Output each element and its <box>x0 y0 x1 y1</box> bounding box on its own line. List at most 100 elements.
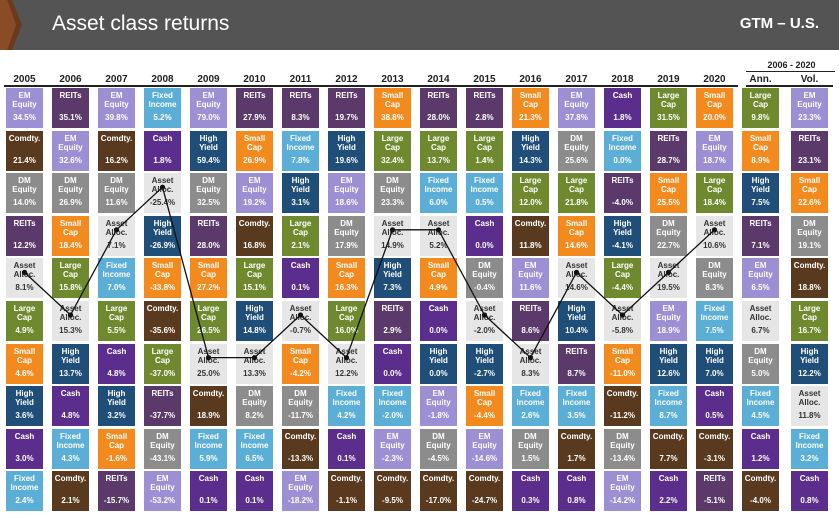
cell-return: -2.0% <box>474 326 495 335</box>
cell-return: 23.1% <box>798 155 821 165</box>
cell-return: 3.6% <box>15 411 34 421</box>
cell-return: 19.7% <box>335 113 358 122</box>
cell-asset-name: Large Cap <box>335 304 358 322</box>
cell-return: 18.8% <box>798 283 821 293</box>
cell-asset-name: Fixed Income <box>148 91 177 109</box>
cell-comdty: Comdty. 18.9% <box>190 386 227 427</box>
cell-asset-name: DM Equity <box>334 218 359 237</box>
cell-return: 5.2% <box>429 240 448 250</box>
cell-return: 14.9% <box>381 240 404 250</box>
cell-asset-name: Small Cap <box>381 91 404 109</box>
cell-asset-name: High Yield <box>800 346 819 365</box>
cell-return: 11.8% <box>798 411 821 421</box>
cell-return: 26.9% <box>243 155 266 165</box>
cell-return: 7.1% <box>107 240 126 250</box>
cell-cash: Cash 4.8% <box>98 343 135 384</box>
cell-return: -14.2% <box>609 496 636 506</box>
cell-reits: REITs 2.8% <box>466 88 503 128</box>
cell-asset-name: Fixed Income <box>654 389 683 408</box>
cell-asset-name: Comdty. <box>698 431 731 441</box>
cell-asset-name: EM Equity <box>334 176 359 195</box>
cell-asset-name: Fixed Income <box>746 389 775 408</box>
cell-small-cap: Small Cap 16.3% <box>328 258 365 299</box>
column-header-2018: 2018 <box>611 74 634 85</box>
cell-asset-name: High Yield <box>153 218 172 237</box>
cell-asset-name: Comdty. <box>422 474 455 484</box>
cell-return: 3.2% <box>107 411 126 421</box>
cell-asset-name: Fixed Income <box>608 133 637 152</box>
asset-alloc-point <box>21 269 28 275</box>
cell-asset-name: REITs <box>13 218 36 228</box>
column-header-2006: 2006 <box>59 74 82 85</box>
cell-fixed-income: Fixed Income -2.0% <box>374 386 411 427</box>
cell-small-cap: Small Cap 38.8% <box>374 88 411 128</box>
cell-small-cap: Small Cap 8.9% <box>742 130 779 171</box>
cell-small-cap: Small Cap 20.0% <box>696 88 733 128</box>
cell-return: 8.9% <box>751 155 770 165</box>
cell-dm-equity: DM Equity 8.2% <box>236 386 273 427</box>
asset-alloc-point <box>67 312 74 318</box>
cell-return: 21.4% <box>13 155 36 165</box>
asset-alloc-point <box>159 184 166 190</box>
cell-return: 79.0% <box>197 113 220 122</box>
cell-asset-name: Small Cap <box>749 133 772 152</box>
cell-asset-name: Small Cap <box>611 346 634 365</box>
cell-asset-name: Small Cap <box>59 218 82 237</box>
cell-asset-name: Small Cap <box>289 346 312 365</box>
cell-large-cap: Large Cap 13.7% <box>420 130 457 171</box>
cell-asset-name: Large Cap <box>13 304 36 322</box>
cell-return: 8.3% <box>521 368 540 378</box>
asset-alloc-point <box>251 355 258 361</box>
cell-comdty: Comdty. -24.7% <box>466 471 503 512</box>
cell-return: 1.8% <box>153 155 172 165</box>
cell-fixed-income: Fixed Income 4.2% <box>328 386 365 427</box>
cell-return: 25.0% <box>197 368 220 378</box>
cell-return: 13.7% <box>59 368 82 378</box>
cell-return: 19.6% <box>335 155 358 165</box>
cell-large-cap: Large Cap 21.8% <box>558 173 595 214</box>
cell-asset-name: Fixed Income <box>102 261 131 280</box>
cell-asset-name: Small Cap <box>703 91 726 109</box>
cell-return: 7.0% <box>107 283 126 293</box>
cell-return: 16.7% <box>798 326 821 335</box>
cell-return: 13.3% <box>243 368 266 378</box>
cell-return: 8.3% <box>291 113 310 122</box>
cell-asset-name: Cash <box>799 474 820 484</box>
cell-return: 5.0% <box>751 368 770 378</box>
cell-return: 7.8% <box>291 155 310 165</box>
cell-asset-name: Fixed Income <box>470 176 499 195</box>
cell-small-cap: Small Cap 26.9% <box>236 130 273 171</box>
cell-return: 15.1% <box>243 283 266 293</box>
cell-return: -1.8% <box>428 411 449 421</box>
cell-return: -0.4% <box>474 283 495 293</box>
cell-cash: Cash 0.3% <box>512 471 549 512</box>
cell-asset-name: DM Equity <box>426 431 451 450</box>
column-header-2014: 2014 <box>427 74 450 85</box>
cell-return: 3.0% <box>15 453 34 463</box>
cell-high-yield: High Yield 14.8% <box>236 301 273 341</box>
cell-return: -4.0% <box>612 198 633 208</box>
cell-return: 18.6% <box>335 198 358 208</box>
cell-asset-name: EM Equity <box>196 91 221 109</box>
cell-return: 14.6% <box>565 240 588 250</box>
cell-large-cap: Large Cap 5.5% <box>98 301 135 341</box>
cell-return: 0.0% <box>429 326 448 335</box>
asset-alloc-point <box>665 269 672 275</box>
cell-asset-alloc: Asset Alloc. 11.8% <box>791 386 828 427</box>
cell-return: -5.1% <box>704 496 725 506</box>
asset-alloc-point <box>527 355 534 361</box>
cell-cash: Cash 1.8% <box>144 130 181 171</box>
cell-high-yield: High Yield 14.3% <box>512 130 549 171</box>
cell-return: 8.7% <box>659 411 678 421</box>
cell-dm-equity: DM Equity 1.5% <box>512 428 549 469</box>
cell-return: 4.9% <box>15 326 34 335</box>
cell-asset-name: Large Cap <box>105 304 128 322</box>
cell-asset-name: High Yield <box>61 346 80 365</box>
cell-return: 13.7% <box>427 155 450 165</box>
cell-asset-name: REITs <box>703 474 726 484</box>
cell-em-equity: EM Equity 19.2% <box>236 173 273 214</box>
cell-asset-name: EM Equity <box>656 304 681 322</box>
cell-small-cap: Small Cap -33.8% <box>144 258 181 299</box>
cell-return: 26.9% <box>59 198 82 208</box>
